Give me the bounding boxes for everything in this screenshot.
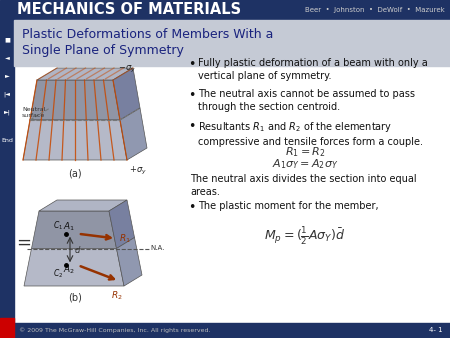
Text: $C_1$: $C_1$ xyxy=(53,219,63,232)
Text: The plastic moment for the member,: The plastic moment for the member, xyxy=(198,201,378,211)
Polygon shape xyxy=(23,120,127,160)
Polygon shape xyxy=(39,200,127,211)
Text: $A_1$: $A_1$ xyxy=(63,220,75,233)
Text: •: • xyxy=(188,120,195,133)
Bar xyxy=(14,66,450,323)
Text: 4- 1: 4- 1 xyxy=(429,328,443,334)
Text: $R_2$: $R_2$ xyxy=(111,289,123,301)
Text: $A_2$: $A_2$ xyxy=(63,263,75,275)
Text: ◄: ◄ xyxy=(4,55,9,61)
Text: ►|: ►| xyxy=(4,109,10,115)
Text: $-\sigma_y$: $-\sigma_y$ xyxy=(118,64,136,75)
Text: $C_2$: $C_2$ xyxy=(53,267,63,280)
Text: |◄: |◄ xyxy=(4,91,10,97)
Text: MECHANICS OF MATERIALS: MECHANICS OF MATERIALS xyxy=(17,2,241,18)
Polygon shape xyxy=(30,80,120,120)
Text: $R_1 = R_2$: $R_1 = R_2$ xyxy=(285,145,325,159)
Polygon shape xyxy=(32,211,117,248)
Text: $A_1\sigma_Y = A_2\sigma_Y$: $A_1\sigma_Y = A_2\sigma_Y$ xyxy=(272,157,338,171)
Text: $+\sigma_y$: $+\sigma_y$ xyxy=(129,165,147,177)
Text: N.A.: N.A. xyxy=(150,245,165,251)
Text: The neutral axis divides the section into equal
areas.: The neutral axis divides the section int… xyxy=(190,174,417,197)
Text: Resultants $R_1$ and $R_2$ of the elementary
compressive and tensile forces form: Resultants $R_1$ and $R_2$ of the elemen… xyxy=(198,120,423,147)
Text: •: • xyxy=(188,201,195,214)
Text: •: • xyxy=(188,58,195,71)
Text: Single Plane of Symmetry: Single Plane of Symmetry xyxy=(22,44,184,57)
Polygon shape xyxy=(120,108,147,160)
Text: Beer  •  Johnston  •  DeWolf  •  Mazurek: Beer • Johnston • DeWolf • Mazurek xyxy=(305,7,445,13)
Polygon shape xyxy=(117,238,142,286)
Text: The neutral axis cannot be assumed to pass
through the section centroid.: The neutral axis cannot be assumed to pa… xyxy=(198,89,415,112)
Text: End: End xyxy=(1,138,13,143)
Bar xyxy=(0,0,450,20)
Text: (a): (a) xyxy=(68,168,82,178)
Text: (b): (b) xyxy=(68,293,82,303)
Text: Plastic Deformations of Members With a: Plastic Deformations of Members With a xyxy=(22,28,274,41)
Text: ■: ■ xyxy=(4,38,10,43)
Text: $R_1$: $R_1$ xyxy=(119,232,131,245)
Text: $M_p = (\frac{1}{2}A\sigma_Y)\bar{d}$: $M_p = (\frac{1}{2}A\sigma_Y)\bar{d}$ xyxy=(265,226,346,247)
Polygon shape xyxy=(109,200,135,248)
Polygon shape xyxy=(24,248,124,286)
Bar xyxy=(14,20,450,66)
Text: •: • xyxy=(188,89,195,102)
Text: ►: ► xyxy=(4,73,9,78)
Text: Neutral
surface: Neutral surface xyxy=(22,107,45,118)
Text: © 2009 The McGraw-Hill Companies, Inc. All rights reserved.: © 2009 The McGraw-Hill Companies, Inc. A… xyxy=(19,328,211,333)
Text: =: = xyxy=(16,234,31,252)
Bar xyxy=(0,20,14,338)
Text: Fully plastic deformation of a beam with only a
vertical plane of symmetry.: Fully plastic deformation of a beam with… xyxy=(198,58,428,81)
Polygon shape xyxy=(37,68,133,80)
Bar xyxy=(0,323,450,338)
Bar xyxy=(0,318,14,338)
Text: $d$: $d$ xyxy=(74,244,81,255)
Polygon shape xyxy=(113,68,140,120)
